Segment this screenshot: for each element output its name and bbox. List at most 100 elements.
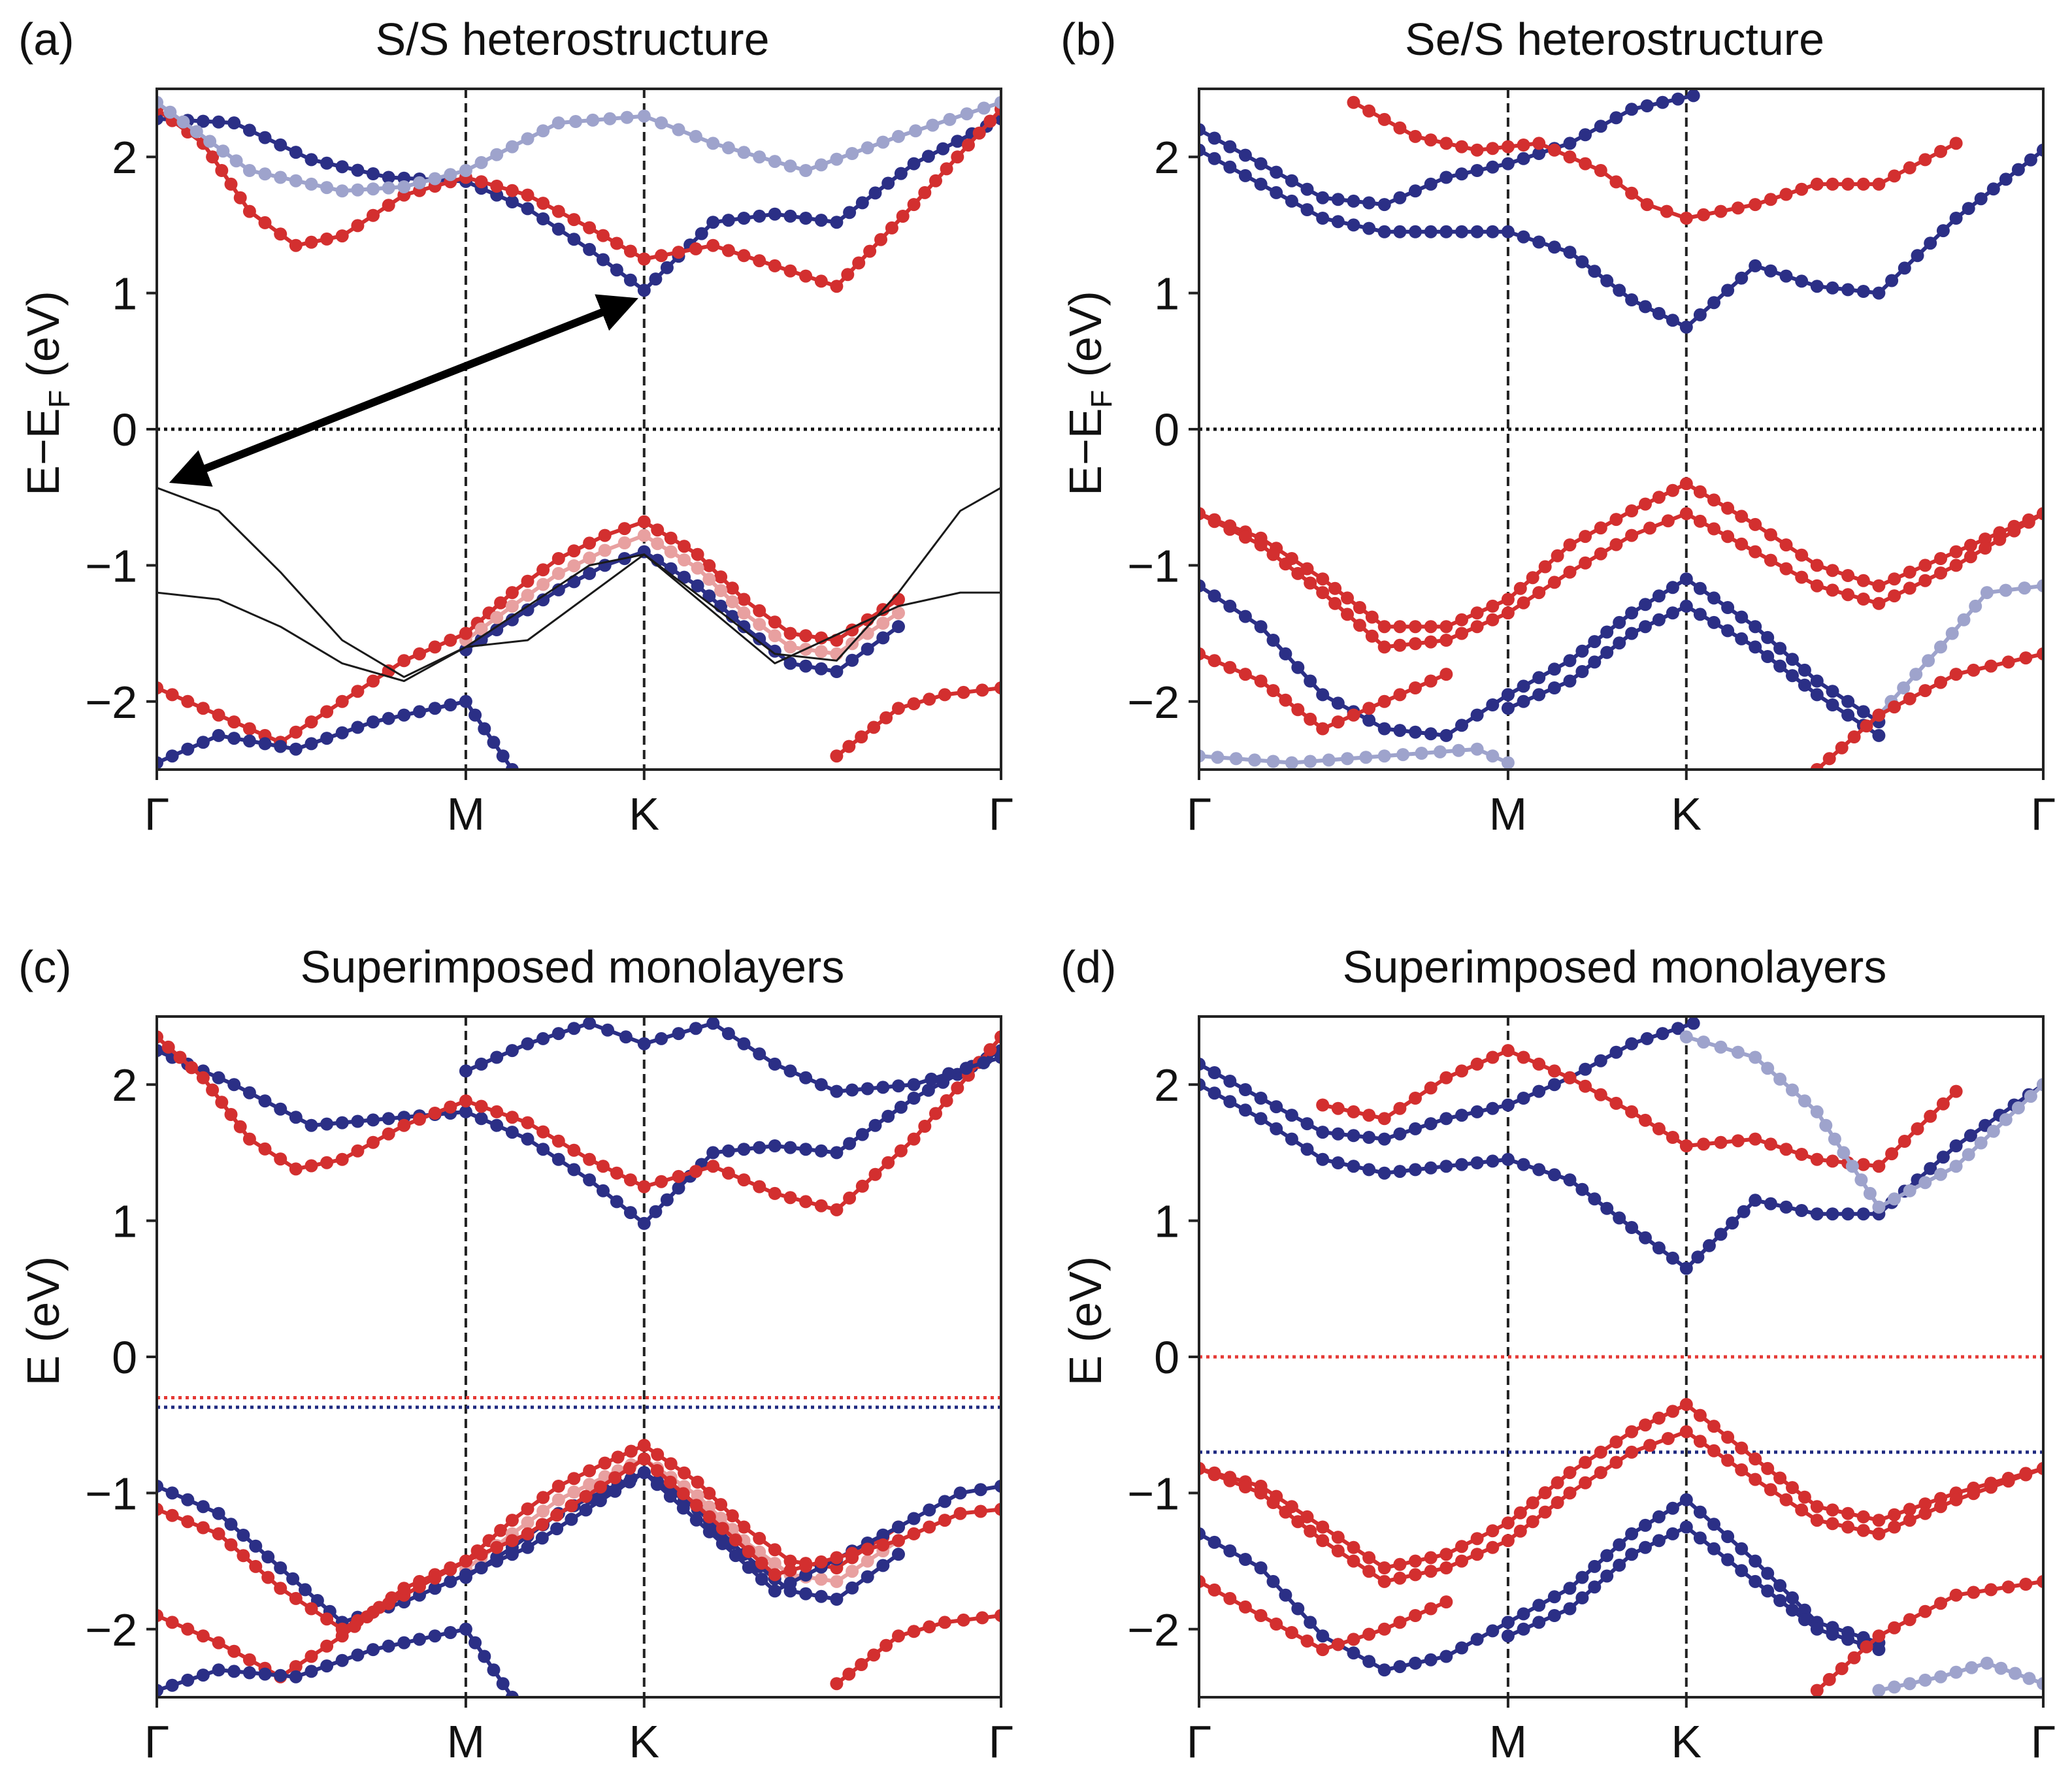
band-point <box>551 583 565 596</box>
band-point <box>1248 753 1262 767</box>
band-point <box>737 212 751 225</box>
band-point <box>1517 230 1530 244</box>
band-point <box>521 188 534 202</box>
band-point <box>274 227 288 241</box>
band-point <box>1517 1158 1530 1171</box>
band-point <box>1396 748 1410 762</box>
band-point <box>565 1499 578 1512</box>
band-point <box>1439 1548 1453 1561</box>
band-point <box>1223 1095 1237 1109</box>
band-point <box>1362 221 1376 235</box>
band-point <box>783 159 797 173</box>
band-point <box>1826 1207 1839 1221</box>
band-point <box>799 269 813 283</box>
y-axis-label-unit: (eV) <box>18 291 69 390</box>
band-point <box>505 1534 519 1548</box>
band-point <box>1316 191 1330 204</box>
band-point <box>1229 752 1243 766</box>
band-point <box>505 195 519 208</box>
band-point <box>1903 161 1916 174</box>
band-point <box>351 1114 365 1128</box>
band-point <box>830 1551 844 1565</box>
band-point <box>382 171 395 184</box>
band-point <box>650 1478 664 1491</box>
band-point <box>855 730 868 743</box>
band-point <box>1377 694 1391 708</box>
band-point <box>1707 1518 1720 1531</box>
band-point <box>1594 547 1607 561</box>
band-point <box>1691 1250 1705 1264</box>
band-point <box>565 1512 578 1526</box>
band-point <box>783 1141 797 1154</box>
band-point <box>729 1533 742 1547</box>
band-point <box>715 1537 729 1550</box>
band-point <box>1841 283 1855 297</box>
band-point <box>593 1480 607 1494</box>
band-point <box>1316 1643 1330 1657</box>
band-point <box>768 155 781 169</box>
band-point <box>651 1448 665 1461</box>
band-point <box>664 531 678 545</box>
band-point <box>2024 1090 2037 1103</box>
band-point <box>1872 1160 1886 1173</box>
band-point <box>428 1629 442 1643</box>
band-point <box>1393 191 1407 204</box>
band-point <box>444 1626 457 1639</box>
band-point <box>1721 284 1735 297</box>
band-point <box>428 1582 442 1595</box>
band-point <box>2022 515 2035 529</box>
band-point <box>1625 529 1639 542</box>
band-point <box>1949 212 1963 225</box>
band-point <box>1749 1050 1762 1064</box>
band-point <box>1786 653 1799 666</box>
band-point <box>1980 586 1994 600</box>
band-point <box>768 259 781 272</box>
band-point <box>1291 703 1305 717</box>
y-tick-label: 2 <box>1154 132 1179 183</box>
band-point <box>892 702 905 715</box>
band-point <box>1424 1161 1438 1175</box>
band-point <box>1671 1022 1685 1035</box>
band-point <box>672 123 685 137</box>
band-point <box>372 1601 386 1614</box>
band-point <box>1810 1500 1824 1514</box>
band-point <box>1347 194 1360 208</box>
band-point <box>1999 583 2013 597</box>
band-point <box>1764 553 1777 567</box>
band-point <box>1810 1622 1824 1636</box>
band-point <box>737 1173 751 1187</box>
band-point <box>725 1509 739 1523</box>
band-point <box>1347 708 1360 722</box>
band-point <box>1526 571 1539 585</box>
band-point <box>695 227 708 240</box>
band-point <box>1666 1251 1679 1265</box>
band-point <box>995 1479 1001 1493</box>
band-point <box>1594 1466 1607 1480</box>
band-point <box>505 1126 519 1139</box>
band-point <box>215 164 229 177</box>
band-point <box>1547 1609 1561 1622</box>
band-point <box>382 1127 395 1141</box>
band-point <box>490 180 504 193</box>
band-point <box>367 1643 380 1657</box>
band-point <box>1964 550 1977 564</box>
band-point <box>876 1538 890 1552</box>
band-point <box>521 589 534 602</box>
band-point <box>382 711 395 725</box>
band-point <box>637 529 651 542</box>
band-point <box>814 662 828 675</box>
band-point <box>459 1554 472 1568</box>
band-point <box>1393 688 1407 702</box>
band-point <box>242 1653 256 1667</box>
band-point <box>249 1539 263 1553</box>
band-point <box>2019 1468 2033 1482</box>
band-point <box>459 1568 472 1582</box>
band-point <box>830 1146 844 1160</box>
band-point <box>583 566 597 580</box>
band-point <box>1563 246 1577 259</box>
band-point <box>551 1134 565 1148</box>
panel-label: (b) <box>1061 14 1117 65</box>
band-point <box>474 1548 488 1561</box>
y-tick-label: 1 <box>112 268 137 319</box>
band-point <box>1563 1071 1577 1084</box>
